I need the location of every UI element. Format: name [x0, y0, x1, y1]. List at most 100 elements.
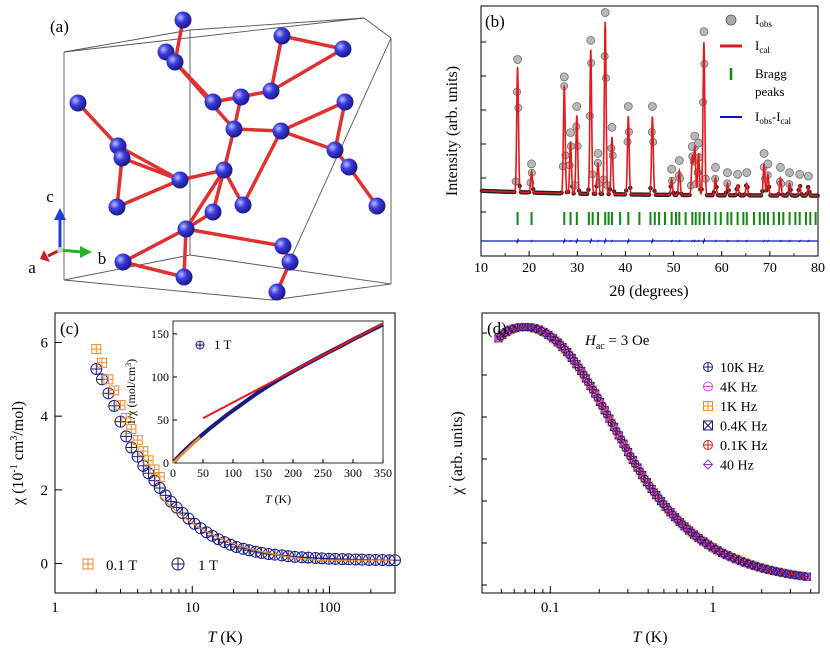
- inset-x-tick-label-3: 150: [254, 466, 272, 480]
- inset-x-tick-label-4: 200: [284, 466, 302, 480]
- panel-d-ylabel: χ′ (arb. units): [448, 411, 466, 496]
- panel-b-x-ticks: 10 20 30 40 50 60 70 80: [474, 41, 825, 276]
- panel-c-legend: 0.1 T 1 T: [82, 557, 218, 574]
- panel-label-b: (b): [485, 12, 505, 31]
- axis-label-c: c: [46, 187, 54, 206]
- panel-label-c: (c): [60, 319, 79, 338]
- legend-marker-1: [703, 381, 713, 392]
- legend-01T-label: 0.1 T: [106, 558, 137, 574]
- inset-x-tick-label-5: 250: [314, 466, 332, 480]
- x-tick-label-6: 70: [763, 261, 777, 276]
- atom-5: [262, 82, 280, 100]
- series-1T-point-23: [224, 538, 237, 551]
- obs-peak-4: [572, 102, 582, 111]
- inset-legend-marker: [195, 340, 205, 350]
- series-01T-point-2: [103, 374, 114, 385]
- legend-marker-5: [702, 459, 714, 470]
- legend-diff-label: Iobs-Ical: [755, 109, 792, 126]
- series-01T-point-4: [115, 400, 126, 411]
- inset-plot-content: [172, 322, 384, 464]
- legend-cal-label: Ical: [755, 38, 770, 55]
- bond-22: [241, 129, 283, 207]
- obs-peak-6: [593, 149, 603, 158]
- atoms-group: [69, 11, 386, 301]
- inset-ticks: 0 50 100 150 200 250 300 350 0 50 100 150: [151, 327, 392, 480]
- c-x-tick-label-0: 1: [51, 600, 59, 616]
- panel-c-susceptibility: 1 10 100 0 2 4 6 (c) χ (10-1 cm3/mol) T (K) 0.…: [9, 312, 401, 646]
- bond-15: [120, 156, 182, 182]
- series-01T-point-11: [154, 471, 165, 482]
- obs-peak-2: [559, 72, 569, 82]
- inset-frame: [172, 320, 384, 464]
- obs-peak-17: [711, 163, 720, 172]
- cell-edge-4: [63, 279, 273, 301]
- panel-d-frame: [481, 312, 820, 594]
- atom-17: [340, 158, 358, 176]
- series-01T-point-10: [149, 464, 160, 475]
- panel-a-crystal-structure: c a b (a): [28, 11, 392, 301]
- inset-ylabel: 1/χ (mol/cm3): [124, 359, 138, 425]
- panel-label-d: (d): [487, 319, 507, 338]
- cell-edge-7: [189, 17, 365, 31]
- inset-fit-high: [202, 322, 384, 420]
- legend-marker-3: [703, 420, 713, 431]
- obs-peak-26: [804, 171, 813, 181]
- legend-01T-marker: [82, 558, 94, 570]
- legend-marker-3-box: [703, 420, 713, 431]
- obs-peak-8: [607, 123, 617, 132]
- inset-y-tick-label-0: 0: [163, 456, 169, 470]
- series-1T-point-2: [102, 387, 115, 400]
- c-x-tick-label-2: 100: [318, 600, 341, 616]
- atom-22: [368, 197, 386, 215]
- inset-y-tick-label-1: 50: [157, 413, 169, 427]
- obs-peak-25: [795, 169, 805, 179]
- x-tick-label-0: 10: [474, 261, 488, 276]
- panel-d-legend: 10K Hz 4K Hz 1K Hz 0.4K Hz 0.1K Hz 40 Hz: [702, 361, 767, 474]
- legend-marker-5-shape: [702, 459, 714, 470]
- legend-1T-label: 1 T: [198, 558, 218, 574]
- bond-23: [115, 178, 182, 209]
- cell-edge-0: [63, 17, 365, 53]
- bond-11: [279, 129, 337, 152]
- obs-peak-7: [600, 8, 610, 17]
- legend-marker-2: [703, 401, 713, 411]
- atom-4: [334, 40, 352, 58]
- panel-d-ac-susceptibility: 0.1 1 (d) Hac = 3 Oe χ′ (arb. units) T (K…: [448, 312, 820, 646]
- inset-x-tick-label-7: 350: [374, 466, 392, 480]
- obs-peak-16: [699, 27, 709, 37]
- axis-label-a: a: [28, 258, 36, 277]
- series-01T-point-5: [121, 413, 132, 423]
- obs-peak-22: [763, 159, 773, 169]
- legend-label-3: 0.4K Hz: [720, 420, 767, 435]
- panel-d-annotation: Hac = 3 Oe: [584, 333, 650, 352]
- legend-obs-label: Iobs: [755, 12, 772, 29]
- legend-marker-3-d2: [703, 420, 713, 431]
- atom-14: [215, 161, 233, 179]
- bond-30: [184, 227, 285, 248]
- legend-marker-4: [703, 440, 713, 450]
- panel-c-xlabel: T (K): [207, 629, 242, 646]
- obs-peak-18: [723, 168, 732, 177]
- series-01T-point-3: [109, 385, 120, 396]
- inset-x-tick-label-0: 0: [170, 466, 176, 480]
- legend-01T-marker-glyph: [82, 558, 94, 570]
- atom-19: [177, 220, 195, 238]
- bond-6: [280, 34, 345, 51]
- x-tick-label-4: 50: [667, 261, 681, 276]
- legend-label-1: 4K Hz: [720, 381, 757, 396]
- legend-bragg-label: Bragg: [755, 66, 787, 81]
- obs-peak-3: [566, 128, 575, 137]
- atom-16: [326, 141, 344, 159]
- panel-c-ylabel: χ (10-1 cm3/mol): [9, 401, 27, 506]
- cell-edge-6: [63, 29, 191, 53]
- legend-1T-marker-glyph: [171, 557, 185, 571]
- obs-peak-24: [785, 168, 794, 177]
- atom-20: [234, 196, 252, 214]
- x-tick-label-3: 40: [618, 261, 632, 276]
- panel-c-inset: 0 50 100 150 200 250 300 350 0 50 100 150 1/χ (mol/…: [124, 320, 392, 506]
- series-01T-point-1: [96, 357, 107, 368]
- obs-peak-10: [648, 102, 657, 111]
- atom-9: [69, 94, 87, 112]
- panel-label-a: (a): [50, 17, 69, 36]
